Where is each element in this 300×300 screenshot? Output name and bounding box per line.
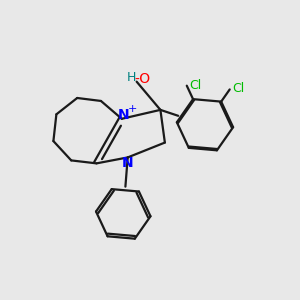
- Text: N: N: [118, 108, 129, 122]
- Text: -O: -O: [134, 72, 151, 86]
- Text: N: N: [122, 156, 134, 170]
- Text: H: H: [127, 71, 136, 84]
- Text: Cl: Cl: [190, 79, 202, 92]
- Text: +: +: [128, 104, 137, 114]
- Text: Cl: Cl: [232, 82, 245, 95]
